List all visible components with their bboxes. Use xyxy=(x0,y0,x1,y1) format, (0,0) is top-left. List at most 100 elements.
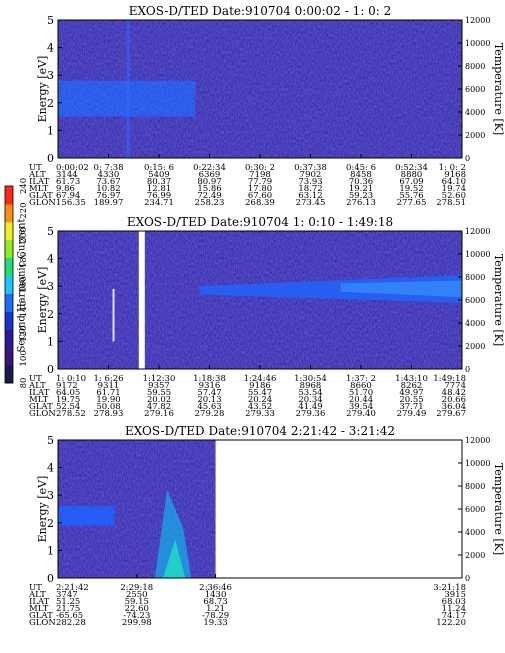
row-value: 9311 xyxy=(98,381,120,391)
row-label-mlt: MLT xyxy=(29,184,49,194)
row-value: 122.20 xyxy=(436,618,466,628)
row-value: 0:00:02 xyxy=(56,163,89,173)
row-value: 8458 xyxy=(350,170,372,180)
row-value: 279.40 xyxy=(346,409,376,419)
y-tick-label: 0 xyxy=(47,572,54,585)
row-value: 7198 xyxy=(249,170,271,180)
row-value: 57.47 xyxy=(197,388,221,398)
y2-tick-label: 0 xyxy=(465,574,470,583)
row-value: 279.28 xyxy=(195,409,225,419)
row-value: 1:30:54 xyxy=(294,374,327,384)
y-tick-label: 0 xyxy=(47,363,54,376)
row-value: 63.12 xyxy=(298,191,322,201)
row-value: 9316 xyxy=(199,381,221,391)
y2-tick-label: 12000 xyxy=(465,227,490,236)
row-value: 20.66 xyxy=(442,395,466,405)
panel-3: EXOS-D/TED Date:910704 2:21:42 - 3:21:42… xyxy=(28,424,505,628)
row-label-glon: GLON xyxy=(29,198,56,208)
y2-tick-label: 4000 xyxy=(465,528,485,537)
row-value: 59.55 xyxy=(147,388,171,398)
colorbar-tick-label: 180 xyxy=(19,252,29,268)
row-label-ut: UT xyxy=(29,163,42,173)
y2-axis-label: Temperature [K] xyxy=(492,43,505,135)
row-value: 43.52 xyxy=(248,402,272,412)
y2-tick-label: 10000 xyxy=(465,250,490,259)
row-value: 64.05 xyxy=(56,388,80,398)
row-value: 20.24 xyxy=(248,395,272,405)
y-tick-label: 5 xyxy=(47,225,54,238)
row-value: 15.86 xyxy=(197,184,221,194)
row-label-alt: ALT xyxy=(28,170,46,180)
row-label-ut: UT xyxy=(29,583,42,593)
panel-title: EXOS-D/TED Date:910704 0:00:02 - 1: 0: 2 xyxy=(129,4,391,18)
row-value: 20.44 xyxy=(349,395,373,405)
y-tick-label: 0 xyxy=(47,152,54,165)
enhancement-core xyxy=(340,280,462,298)
row-value: 0:22:34 xyxy=(193,163,226,173)
row-value: 234.71 xyxy=(144,198,174,208)
row-value: 1:24:46 xyxy=(244,374,277,384)
colorbar-tick-label: 100 xyxy=(19,350,29,366)
colorbar-tick-label: 140 xyxy=(19,301,29,317)
row-value: 18.72 xyxy=(298,184,322,194)
row-value: 20.02 xyxy=(147,395,171,405)
row-value: 3144 xyxy=(56,170,78,180)
row-value: 19.90 xyxy=(96,395,120,405)
row-value: 1:12:30 xyxy=(143,374,176,384)
row-value: 68.03 xyxy=(442,597,466,607)
row-value: 61.71 xyxy=(96,388,120,398)
y-tick-label: 5 xyxy=(47,434,54,447)
row-value: 20.34 xyxy=(298,395,322,405)
row-value: 279.36 xyxy=(296,409,326,419)
row-value: 39.54 xyxy=(349,402,373,412)
y2-tick-label: 4000 xyxy=(465,319,485,328)
row-value: 22.60 xyxy=(125,604,149,614)
colorbar-tick-label: 160 xyxy=(19,276,29,292)
spike-streak xyxy=(112,288,115,342)
row-value: 50.08 xyxy=(96,402,120,412)
row-label-glat: GLAT xyxy=(29,191,53,201)
row-value: 9168 xyxy=(444,170,466,180)
row-value: 273.45 xyxy=(296,198,326,208)
row-label-glon: GLON xyxy=(29,618,56,628)
row-value: 36.04 xyxy=(442,402,466,412)
colorbar-tick-label: 200 xyxy=(19,227,29,243)
vertical-streak xyxy=(126,20,130,158)
row-value: 268.39 xyxy=(245,198,275,208)
row-value: 76.99 xyxy=(147,191,171,201)
row-value: 1:43:10 xyxy=(395,374,428,384)
row-value: 74.17 xyxy=(442,611,466,621)
row-value: 59.23 xyxy=(349,191,373,201)
row-value: 49.97 xyxy=(399,388,423,398)
colorbar-segment xyxy=(5,275,13,294)
row-value: 8660 xyxy=(350,381,372,391)
row-value: 70.36 xyxy=(349,177,373,187)
y2-tick-label: 2000 xyxy=(465,131,485,140)
y2-tick-label: 6000 xyxy=(465,296,485,305)
row-value: 52.54 xyxy=(56,402,80,412)
row-value: 1:49:18 xyxy=(433,374,466,384)
row-label-mlt: MLT xyxy=(29,395,49,405)
row-value: 8880 xyxy=(401,170,423,180)
row-value: 7902 xyxy=(300,170,322,180)
y2-tick-label: 8000 xyxy=(465,273,485,282)
y2-tick-label: 10000 xyxy=(465,459,490,468)
colorbar-segment xyxy=(5,347,13,366)
row-value: 2:21:42 xyxy=(56,583,89,593)
row-value: 7774 xyxy=(444,381,466,391)
row-value: 279.49 xyxy=(397,409,427,419)
row-value: 279.16 xyxy=(144,409,174,419)
row-value: 67.09 xyxy=(399,177,423,187)
colorbar-tick-label: 120 xyxy=(19,326,29,342)
row-value: 61.73 xyxy=(56,177,80,187)
y-tick-label: 1 xyxy=(47,335,54,348)
row-value: -78.29 xyxy=(202,611,229,621)
row-value: 1430 xyxy=(205,590,227,600)
row-label-ilat: ILAT xyxy=(29,388,50,398)
row-value: 1.21 xyxy=(206,604,225,614)
colorbar-segment xyxy=(5,311,13,330)
row-value: 55.47 xyxy=(248,388,272,398)
row-value: 10.82 xyxy=(96,184,120,194)
row-value: 72.49 xyxy=(197,191,221,201)
y2-tick-label: 4000 xyxy=(465,108,485,117)
